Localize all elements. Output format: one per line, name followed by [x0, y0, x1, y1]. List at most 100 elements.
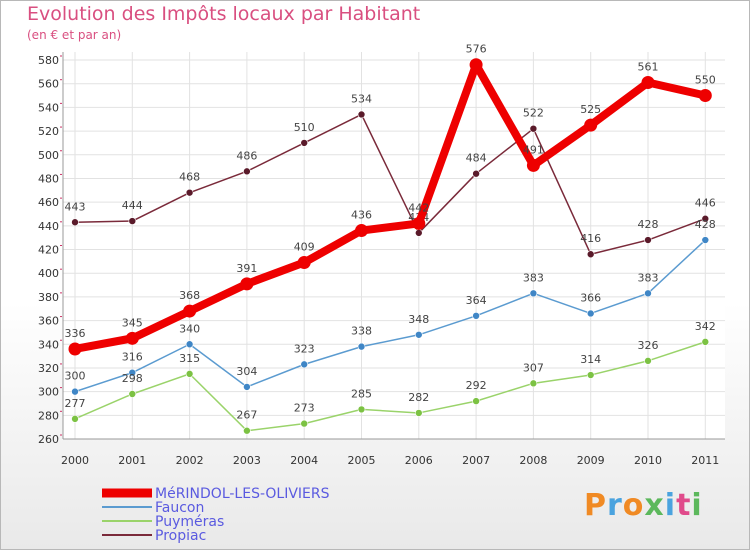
data-point [414, 330, 423, 339]
y-tick-label: 360 [38, 315, 59, 328]
y-tick-label: 420 [38, 244, 59, 257]
y-tick-label: 440 [38, 220, 59, 233]
data-point [300, 419, 309, 428]
y-tick-label: 500 [38, 149, 59, 162]
x-tick-label: 2008 [519, 454, 547, 467]
data-label: 383 [638, 271, 659, 284]
data-label: 522 [523, 107, 544, 120]
data-point [185, 340, 194, 349]
data-point [414, 409, 423, 417]
y-tick-label: 520 [38, 125, 59, 138]
data-label: 364 [466, 294, 487, 307]
data-label: 525 [580, 103, 601, 116]
legend-label: Propiac [155, 528, 206, 544]
data-point [68, 342, 82, 356]
data-label: 340 [179, 322, 200, 335]
series-line-1 [74, 239, 707, 393]
x-tick-label: 2006 [405, 454, 433, 467]
data-point [701, 214, 710, 223]
data-label: 534 [351, 92, 372, 105]
x-tick-label: 2010 [634, 454, 662, 467]
x-tick-label: 2005 [348, 454, 376, 467]
chart-subtitle: (en € et par an) [27, 28, 122, 42]
data-point [529, 124, 538, 133]
data-label: 326 [638, 339, 659, 352]
data-point [526, 158, 540, 172]
data-label: 336 [65, 327, 86, 340]
data-label: 561 [638, 61, 659, 74]
data-point [701, 338, 710, 346]
data-point [357, 405, 366, 414]
data-label: 292 [466, 379, 487, 392]
data-point [529, 379, 538, 388]
data-label: 484 [466, 152, 487, 165]
data-point [644, 289, 652, 298]
y-tick-label: 540 [38, 101, 59, 114]
data-point [355, 224, 368, 238]
logo-letter: P [584, 488, 607, 523]
logo-letter: r [607, 488, 623, 523]
y-tick-label: 400 [38, 267, 59, 280]
data-point [529, 289, 538, 298]
y-tick-label: 300 [38, 386, 59, 399]
data-point [586, 309, 595, 318]
legend-label: MéRINDOL-LES-OLIVIERS [155, 486, 330, 502]
y-tick-label: 580 [38, 54, 59, 67]
logo-letter: i [691, 488, 703, 523]
data-label: 366 [580, 291, 601, 304]
data-point [71, 415, 79, 423]
data-label: 436 [351, 209, 372, 222]
chart-title: Evolution des Impôts locaux par Habitant [27, 3, 421, 25]
data-point [357, 110, 366, 119]
data-point [414, 229, 423, 237]
data-point [128, 217, 137, 225]
data-point [71, 387, 79, 396]
data-point [297, 256, 311, 270]
x-tick-label: 2002 [176, 454, 204, 467]
series-line-0 [74, 113, 707, 255]
data-label: 338 [351, 325, 372, 338]
data-point [472, 169, 480, 178]
data-label: 307 [523, 361, 544, 374]
data-point [644, 357, 652, 365]
data-point [412, 216, 426, 230]
y-tick-label: 380 [38, 291, 59, 304]
y-tick-label: 560 [38, 78, 59, 91]
data-label: 315 [179, 352, 200, 365]
data-point [701, 236, 710, 244]
data-label: 282 [408, 391, 429, 404]
data-label: 368 [179, 289, 200, 302]
data-label: 409 [294, 241, 315, 254]
data-label: 446 [695, 197, 716, 210]
y-tick-label: 460 [38, 196, 59, 209]
data-label: 443 [65, 200, 86, 213]
x-tick-label: 2007 [462, 454, 490, 467]
data-point [125, 331, 139, 345]
plot-area [63, 52, 725, 439]
data-label: 298 [122, 372, 143, 385]
x-tick-label: 2001 [118, 454, 146, 467]
data-label: 510 [294, 121, 315, 134]
data-label: 342 [695, 320, 716, 333]
data-label: 345 [122, 316, 143, 329]
data-label: 491 [523, 143, 544, 156]
data-label: 576 [466, 43, 487, 56]
data-label: 444 [122, 199, 143, 212]
y-tick-label: 260 [38, 433, 59, 446]
data-label: 550 [695, 74, 716, 87]
data-point [472, 397, 480, 405]
x-tick-label: 2003 [233, 454, 261, 467]
data-point [71, 218, 79, 227]
legend-label: Faucon [155, 500, 204, 516]
series-line-2 [74, 341, 707, 432]
data-label: 323 [294, 342, 315, 355]
logo-letter: x [644, 488, 665, 523]
logo-letter: t [676, 488, 692, 523]
data-label: 300 [65, 370, 86, 383]
data-point [300, 360, 309, 369]
y-tick-label: 280 [38, 409, 59, 422]
data-label: 428 [695, 218, 716, 231]
data-point [243, 167, 251, 176]
data-label: 304 [236, 365, 257, 378]
